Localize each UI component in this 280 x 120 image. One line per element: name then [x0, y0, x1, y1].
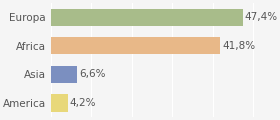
- Text: 6,6%: 6,6%: [80, 69, 106, 79]
- Bar: [51, 94, 68, 111]
- Bar: [51, 9, 242, 26]
- Bar: [51, 37, 220, 54]
- Text: 41,8%: 41,8%: [222, 41, 255, 51]
- Text: 47,4%: 47,4%: [245, 12, 278, 22]
- Bar: [51, 66, 78, 83]
- Text: 4,2%: 4,2%: [70, 98, 96, 108]
